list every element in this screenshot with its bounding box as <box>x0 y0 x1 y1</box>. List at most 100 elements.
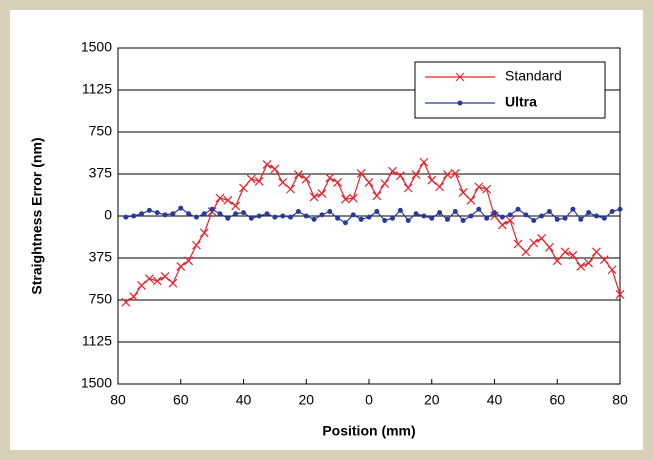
marker <box>593 213 599 219</box>
marker <box>309 192 319 202</box>
x-tick-label: 0 <box>365 392 373 408</box>
marker <box>497 220 507 230</box>
marker <box>484 215 490 221</box>
marker <box>546 209 552 215</box>
marker <box>264 211 270 217</box>
marker <box>146 207 152 213</box>
marker <box>529 238 539 248</box>
marker <box>584 258 594 268</box>
marker <box>139 211 145 217</box>
y-tick-label: 0 <box>104 207 112 223</box>
marker <box>121 297 131 307</box>
marker <box>515 206 521 212</box>
marker <box>215 193 225 203</box>
marker <box>199 228 209 238</box>
marker <box>444 216 450 222</box>
marker <box>301 174 311 184</box>
legend-label: Standard <box>505 68 562 84</box>
legend <box>414 61 606 119</box>
marker <box>427 175 437 185</box>
marker <box>554 216 560 222</box>
marker <box>358 216 364 222</box>
marker <box>395 171 405 181</box>
marker <box>364 177 374 187</box>
marker <box>380 179 390 188</box>
marker <box>325 173 335 183</box>
marker <box>429 215 435 221</box>
marker <box>388 166 397 176</box>
marker <box>254 176 264 186</box>
marker <box>607 265 617 275</box>
x-tick-label: 20 <box>424 392 440 408</box>
y-tick-label: 750 <box>89 123 113 139</box>
x-tick-label: 60 <box>173 392 189 408</box>
series-line <box>125 207 621 224</box>
marker <box>350 212 356 218</box>
marker <box>272 214 278 220</box>
marker <box>443 170 452 179</box>
marker <box>507 212 513 218</box>
plot-border <box>117 47 621 385</box>
marker <box>131 213 137 219</box>
marker <box>405 217 411 223</box>
marker <box>129 292 139 302</box>
marker <box>397 207 403 213</box>
marker <box>256 213 262 219</box>
x-tick-label: 40 <box>487 392 503 408</box>
marker <box>186 211 192 217</box>
y-tick-label: 1500 <box>81 39 112 55</box>
marker <box>521 247 531 257</box>
marker <box>178 205 184 211</box>
marker <box>168 278 178 288</box>
marker <box>474 182 484 192</box>
marker <box>225 215 231 221</box>
marker <box>468 213 474 219</box>
marker <box>193 214 199 220</box>
marker <box>382 217 388 223</box>
marker <box>262 160 272 169</box>
marker <box>123 214 129 220</box>
marker <box>366 214 372 220</box>
marker <box>615 289 625 299</box>
marker <box>372 191 382 201</box>
marker <box>303 213 309 219</box>
marker <box>160 272 170 281</box>
marker <box>452 209 458 215</box>
marker <box>421 213 427 219</box>
marker <box>476 206 482 212</box>
x-tick-label: 80 <box>110 392 126 408</box>
y-axis-label: Straightness Error (nm) <box>29 137 45 294</box>
marker <box>460 217 466 223</box>
x-tick-label: 20 <box>298 392 314 408</box>
marker <box>450 169 460 178</box>
marker <box>403 183 413 193</box>
marker <box>586 210 592 216</box>
legend-marker <box>455 72 465 82</box>
marker <box>552 256 562 266</box>
marker <box>348 193 358 203</box>
marker <box>568 250 578 260</box>
marker <box>356 169 366 178</box>
marker <box>333 177 343 187</box>
legend-marker <box>457 100 463 106</box>
marker <box>342 220 348 226</box>
marker <box>286 184 295 194</box>
marker <box>570 206 576 212</box>
marker <box>341 194 350 204</box>
marker <box>492 210 497 216</box>
marker <box>327 209 333 215</box>
marker <box>223 195 233 205</box>
marker <box>390 215 396 221</box>
marker <box>544 242 554 252</box>
marker <box>499 214 505 220</box>
marker <box>505 216 515 225</box>
marker <box>513 239 523 249</box>
marker <box>335 215 341 221</box>
marker <box>201 211 207 217</box>
marker <box>154 210 160 216</box>
y-tick-label: 750 <box>89 291 113 307</box>
marker <box>293 170 303 179</box>
marker <box>411 170 421 179</box>
series-line <box>125 160 621 303</box>
y-tick-label: 375 <box>89 249 113 265</box>
